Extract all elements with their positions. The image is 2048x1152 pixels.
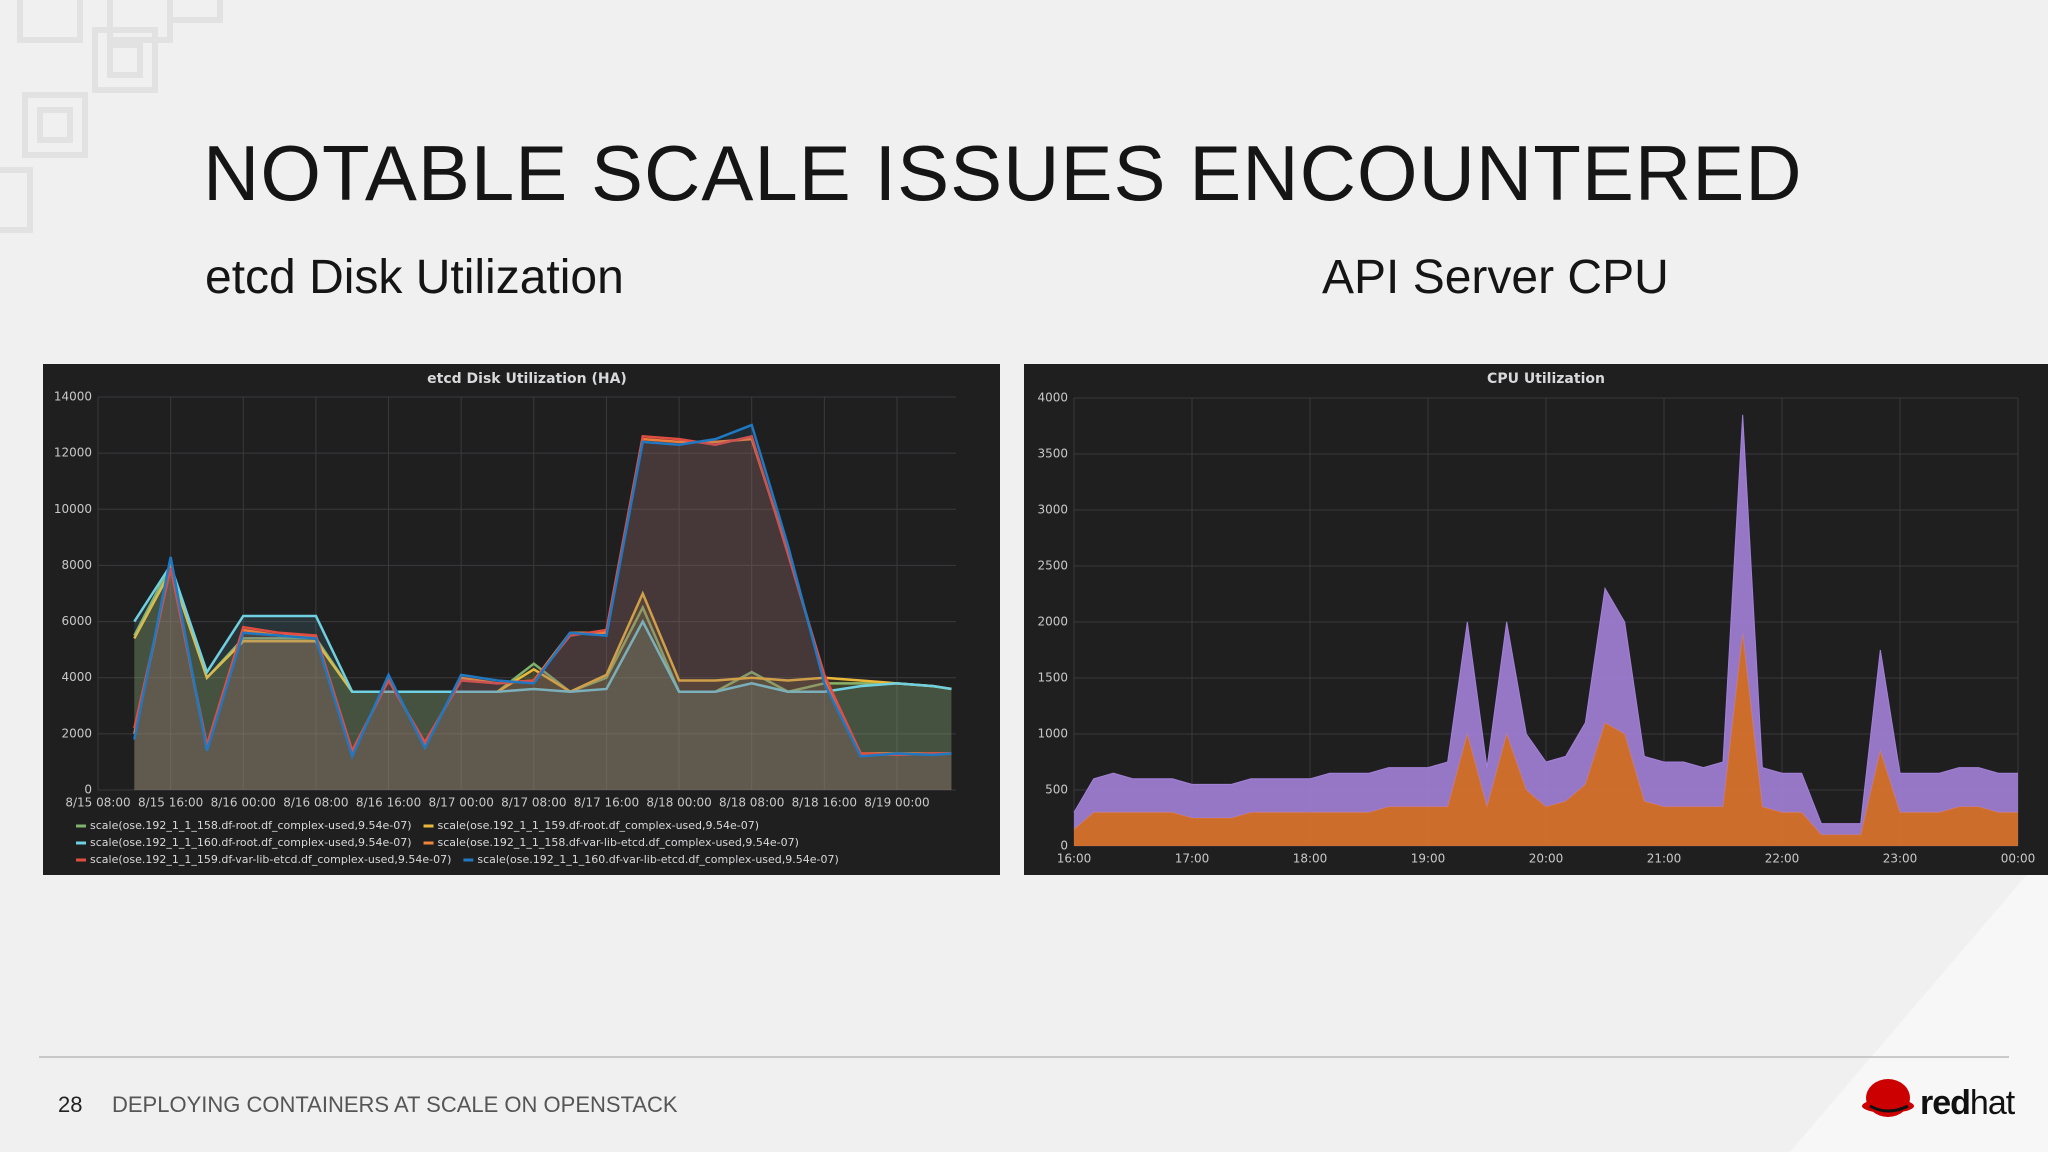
x-tick-label: 8/15 08:00 bbox=[65, 796, 130, 810]
logo-icon bbox=[1862, 1079, 1914, 1117]
x-tick-label: 17:00 bbox=[1175, 852, 1210, 866]
x-tick-label: 8/18 08:00 bbox=[719, 796, 784, 810]
area-fill bbox=[134, 439, 952, 790]
x-tick-label: 8/17 00:00 bbox=[429, 796, 494, 810]
chart-title: etcd Disk Utilization (HA) bbox=[427, 371, 627, 387]
series-line bbox=[133, 423, 952, 760]
subtitle: etcd Disk Utilization bbox=[205, 251, 624, 304]
legend-label: scale(ose.192_1_1_160.df-var-lib-etcd.df… bbox=[477, 853, 838, 866]
x-tick-label: 23:00 bbox=[1883, 852, 1918, 866]
y-tick-label: 0 bbox=[84, 783, 92, 797]
x-tick-label: 19:00 bbox=[1411, 852, 1446, 866]
y-tick-label: 1500 bbox=[1037, 671, 1068, 685]
x-tick-label: 16:00 bbox=[1057, 852, 1092, 866]
x-tick-label: 18:00 bbox=[1293, 852, 1328, 866]
series-line bbox=[133, 562, 952, 694]
x-tick-label: 8/16 08:00 bbox=[283, 796, 348, 810]
x-tick-label: 8/17 08:00 bbox=[501, 796, 566, 810]
area-fill bbox=[1074, 414, 2018, 835]
area-fill bbox=[134, 565, 952, 790]
area-fill bbox=[134, 425, 952, 790]
y-tick-label: 0 bbox=[1060, 839, 1068, 853]
y-tick-label: 2000 bbox=[61, 726, 92, 740]
area-fill bbox=[134, 571, 952, 790]
y-tick-label: 4000 bbox=[61, 670, 92, 684]
chart-title: CPU Utilization bbox=[1487, 371, 1605, 387]
footer-text: DEPLOYING CONTAINERS AT SCALE ON OPENSTA… bbox=[112, 1092, 678, 1117]
legend-label: scale(ose.192_1_1_158.df-var-lib-etcd.df… bbox=[438, 836, 799, 849]
x-tick-label: 8/16 16:00 bbox=[356, 796, 421, 810]
y-tick-label: 6000 bbox=[61, 614, 92, 628]
subtitle: API Server CPU bbox=[1322, 251, 1669, 304]
y-tick-label: 12000 bbox=[54, 446, 92, 460]
y-tick-label: 4000 bbox=[1037, 391, 1068, 405]
y-tick-label: 3500 bbox=[1037, 447, 1068, 461]
logo-rest: hat bbox=[1969, 1084, 2015, 1122]
y-tick-label: 10000 bbox=[54, 502, 92, 516]
corner-pattern bbox=[0, 0, 223, 233]
chart: CPU Utilization 0 500 1000 1500 2000 2500 3000 3… bbox=[1024, 364, 2048, 875]
x-tick-label: 8/16 00:00 bbox=[211, 796, 276, 810]
y-tick-label: 14000 bbox=[54, 390, 92, 404]
legend-label: scale(ose.192_1_1_160.df-root.df_complex… bbox=[90, 836, 412, 849]
area-fill bbox=[134, 436, 952, 790]
x-tick-label: 20:00 bbox=[1529, 852, 1564, 866]
corner-shape bbox=[1790, 850, 2048, 1152]
legend-label: scale(ose.192_1_1_159.df-var-lib-etcd.df… bbox=[90, 853, 451, 866]
x-tick-label: 8/19 00:00 bbox=[864, 796, 929, 810]
legend-label: scale(ose.192_1_1_159.df-root.df_complex… bbox=[438, 819, 760, 832]
slide-title: NOTABLE SCALE ISSUES ENCOUNTERED bbox=[203, 129, 1803, 217]
y-tick-label: 3000 bbox=[1037, 503, 1068, 517]
logo-bold: red bbox=[1920, 1084, 1971, 1122]
x-tick-label: 21:00 bbox=[1647, 852, 1682, 866]
x-tick-label: 8/15 16:00 bbox=[138, 796, 203, 810]
x-tick-label: 8/18 00:00 bbox=[646, 796, 711, 810]
series-line bbox=[133, 567, 952, 694]
y-tick-label: 500 bbox=[1045, 783, 1068, 797]
x-tick-label: 8/18 16:00 bbox=[792, 796, 857, 810]
series-line bbox=[1073, 414, 2018, 825]
logo-text: redhat bbox=[1920, 1084, 2015, 1123]
area-fill bbox=[134, 565, 952, 790]
y-tick-label: 2500 bbox=[1037, 559, 1068, 573]
legend-label: scale(ose.192_1_1_158.df-root.df_complex… bbox=[90, 819, 412, 832]
x-tick-label: 22:00 bbox=[1765, 852, 1800, 866]
y-tick-label: 2000 bbox=[1037, 615, 1068, 629]
page-number: 28 bbox=[58, 1092, 83, 1117]
x-tick-label: 8/17 16:00 bbox=[574, 796, 639, 810]
chart: etcd Disk Utilization (HA) 0 2000 4000 6000 8… bbox=[43, 364, 1000, 875]
area-fill bbox=[1074, 633, 2018, 846]
y-tick-label: 1000 bbox=[1037, 727, 1068, 741]
y-tick-label: 8000 bbox=[61, 558, 92, 572]
x-tick-label: 00:00 bbox=[2001, 852, 2036, 866]
